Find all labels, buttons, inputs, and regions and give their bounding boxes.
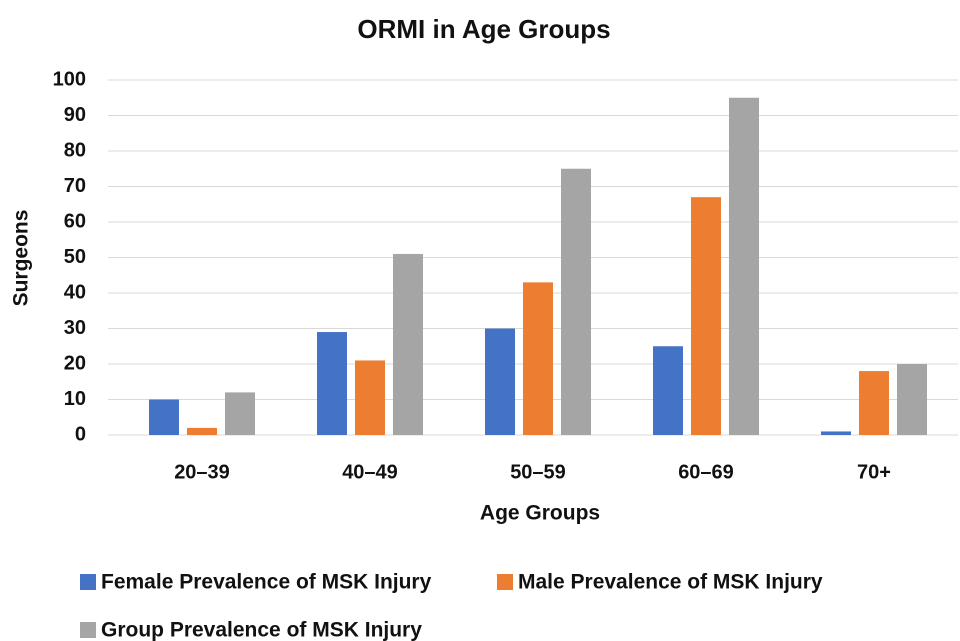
x-tick-label: 20–39: [174, 461, 230, 483]
legend-label: Male Prevalence of MSK Injury: [518, 571, 823, 594]
y-tick-label: 90: [64, 104, 86, 126]
bar: [355, 360, 385, 435]
bar: [821, 431, 851, 435]
bar: [729, 97, 759, 435]
legend-swatch: [80, 574, 96, 590]
y-tick-label: 100: [53, 68, 86, 90]
bar: [225, 392, 255, 435]
legend-label: Group Prevalence of MSK Injury: [101, 619, 422, 641]
y-tick-label: 30: [64, 317, 86, 339]
x-tick-label: 70+: [857, 461, 891, 483]
bar: [653, 346, 683, 435]
x-axis-label: Age Groups: [480, 502, 600, 525]
bar: [561, 168, 591, 435]
x-tick-label: 60–69: [678, 461, 734, 483]
y-tick-label: 40: [64, 281, 86, 303]
y-tick-label: 70: [64, 175, 86, 197]
bar: [149, 399, 179, 435]
y-tick-label: 10: [64, 388, 86, 410]
y-tick-label: 60: [64, 210, 86, 232]
bar: [691, 197, 721, 435]
y-axis-label: Surgeons: [10, 210, 33, 307]
y-tick-label: 50: [64, 246, 86, 268]
y-tick-label: 20: [64, 352, 86, 374]
bar: [393, 253, 423, 435]
bar: [187, 427, 217, 435]
chart-title: ORMI in Age Groups: [357, 14, 610, 44]
bar: [317, 332, 347, 435]
y-tick-label: 80: [64, 139, 86, 161]
bar: [523, 282, 553, 435]
legend-swatch: [80, 622, 96, 638]
bar: [485, 328, 515, 435]
y-tick-label: 0: [75, 423, 86, 445]
legend-swatch: [497, 574, 513, 590]
legend-label: Female Prevalence of MSK Injury: [101, 571, 432, 594]
x-tick-label: 40–49: [342, 461, 398, 483]
x-tick-label: 50–59: [510, 461, 566, 483]
bar: [897, 364, 927, 435]
bar: [859, 371, 889, 435]
